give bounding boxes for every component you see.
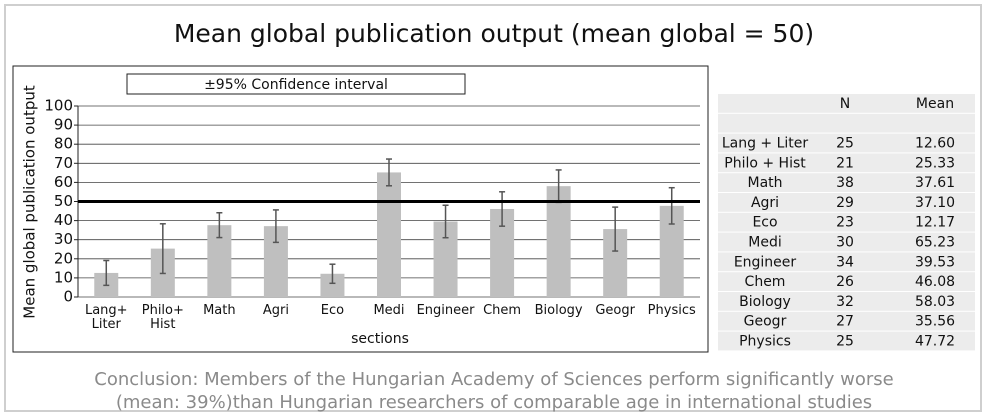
table-cell: 12.17: [915, 215, 955, 231]
table-cell: Geogr: [744, 314, 787, 330]
x-tick-label: Agri: [262, 303, 289, 318]
table-cell: 30: [836, 235, 854, 251]
table-row: [718, 331, 975, 351]
x-tick-label: Biology: [534, 303, 583, 318]
bar: [377, 172, 401, 297]
table-cell: 37.61: [915, 175, 955, 191]
table-cell: Math: [747, 175, 782, 191]
x-tick-label: Medi: [373, 303, 405, 318]
table-cell: Eco: [752, 215, 777, 231]
table-row: [718, 232, 975, 252]
x-axis-label: sections: [351, 331, 409, 347]
y-tick-label: 50: [54, 192, 73, 210]
x-tick-label: Chem: [483, 303, 522, 318]
table-cell: 38: [836, 175, 854, 191]
table-row: [718, 94, 975, 113]
table-cell: 37.10: [915, 195, 955, 211]
legend-box: [126, 73, 466, 95]
table-cell: Engineer: [734, 254, 797, 270]
y-tick-label: 20: [54, 249, 73, 267]
table-cell: 65.23: [915, 235, 955, 251]
table-row: [718, 153, 975, 173]
y-axis-label: Mean global publication output: [21, 85, 39, 319]
table-cell: 25.33: [915, 155, 955, 171]
table-cell: Lang + Liter: [722, 136, 809, 152]
table-cell: 25: [836, 334, 854, 350]
y-tick-label: 100: [44, 97, 73, 115]
table-cell: 32: [836, 294, 854, 310]
y-tick-label: 80: [54, 135, 73, 153]
conclusion: Conclusion: Members of the Hungarian Aca…: [94, 369, 894, 390]
table-cell: 26: [836, 274, 854, 290]
y-tick-label: 60: [54, 173, 73, 191]
bar: [320, 273, 345, 297]
table-cell: Biology: [739, 294, 791, 310]
y-tick-label: 10: [54, 268, 73, 286]
table-cell: Philo + Hist: [724, 155, 806, 171]
table-cell: 35.56: [915, 314, 955, 330]
x-tick-label: Physics: [647, 303, 696, 318]
x-tick-label: Philo+ Hist: [141, 303, 184, 332]
table-cell: 12.60: [915, 136, 955, 152]
y-tick-label: 90: [54, 116, 73, 134]
table-cell: 29: [836, 195, 854, 211]
y-tick-label: 70: [54, 154, 73, 172]
table-row: [718, 272, 975, 291]
table-cell: 21: [836, 155, 854, 171]
table-row: [718, 212, 975, 232]
table-cell: Medi: [748, 235, 781, 251]
table-cell: 46.08: [915, 274, 955, 290]
table-row: [718, 193, 975, 212]
bar: [546, 186, 571, 297]
table-cell: 47.72: [915, 334, 955, 350]
table-cell: Physics: [739, 334, 791, 350]
table-row: [718, 133, 975, 153]
x-tick-label: Math: [203, 303, 236, 318]
chart-box: [12, 65, 709, 353]
table-row: [718, 113, 975, 133]
y-tick-label: 40: [54, 211, 73, 229]
table-cell: 25: [836, 136, 854, 152]
table-row: [718, 311, 975, 331]
table-cell: Agri: [751, 195, 779, 211]
table-cell: 27: [836, 314, 854, 330]
x-tick-label: Eco: [320, 303, 345, 318]
table-cell: Chem: [745, 274, 786, 290]
y-tick-label: 0: [63, 288, 73, 306]
table-cell: 39.53: [915, 254, 955, 270]
table-header: N: [840, 96, 850, 112]
frame: [4, 4, 982, 412]
table-cell: 58.03: [915, 294, 955, 310]
x-tick-label: Engineer: [416, 303, 475, 318]
conclusion: (mean: 39%)than Hungarian researchers of…: [116, 392, 872, 413]
table-row: [718, 252, 975, 272]
x-tick-label: Geogr: [595, 303, 635, 318]
x-tick-label: Lang+ Liter: [84, 303, 128, 332]
legend-label: ±95% Confidence interval: [204, 77, 388, 93]
y-tick-label: 30: [54, 230, 73, 248]
table-row: [718, 292, 975, 311]
table-header: Mean: [916, 96, 954, 112]
table-cell: 23: [836, 215, 854, 231]
table-cell: 34: [836, 254, 854, 270]
chart-title: Mean global publication output (mean glo…: [174, 19, 814, 48]
table-row: [718, 173, 975, 192]
